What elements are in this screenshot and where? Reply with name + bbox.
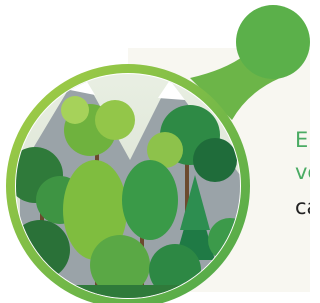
- page: E ve ca (() => { const data = JSON.parse…: [0, 0, 310, 303]
- hero-graphic: E ve ca: [0, 0, 310, 303]
- heading-line: ve: [295, 160, 310, 184]
- small-bubble: [236, 5, 310, 79]
- body-line: ca: [295, 195, 310, 219]
- heading-line: E: [295, 128, 308, 152]
